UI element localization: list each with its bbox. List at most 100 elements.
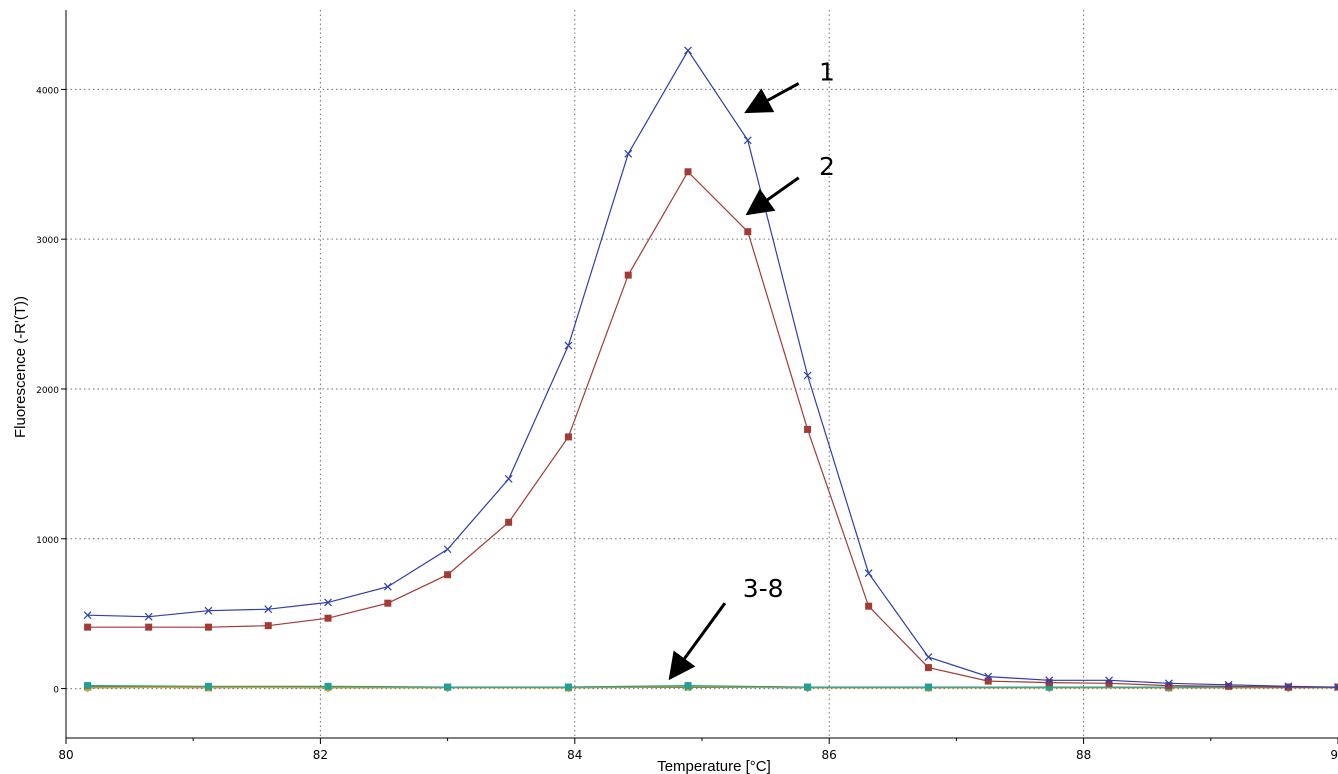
x-tick-label: 82 [313,748,328,762]
data-point [804,683,812,691]
data-point [564,433,572,441]
y-tick-label: 0 [53,686,59,696]
y-tick-label: 2000 [36,386,59,396]
y-tick-label: 3000 [36,236,59,246]
data-point [684,46,692,55]
data-point [864,569,873,578]
data-point [1334,683,1338,691]
data-point [144,612,153,621]
series-line [87,49,1338,688]
data-point-stroke [984,672,993,681]
annotation-arrow [745,176,800,216]
data-point [924,683,932,691]
data-point-stroke [684,46,692,55]
x-tick-label: 90 [1330,748,1338,762]
data-point [684,168,692,176]
data-point [204,623,212,631]
data-point [984,677,992,685]
data-point [145,623,153,631]
data-point-stroke [1334,686,1338,691]
series-line [87,684,1338,688]
data-series [83,46,1338,693]
series-line [87,170,1338,688]
data-point [684,682,692,690]
data-point-stroke [1045,676,1054,685]
data-point [204,606,213,615]
data-point [803,371,812,380]
data-point [383,582,392,591]
data-point [505,518,513,526]
data-point [564,683,572,691]
data-point [984,672,993,681]
data-point [1225,682,1233,690]
data-point [1045,679,1053,687]
data-point [1224,680,1233,689]
data-point-stroke [564,341,573,350]
data-point [743,136,752,145]
data-point-stroke [1164,679,1173,688]
x-tick-label: 84 [567,748,582,762]
data-point-stroke [504,474,513,483]
data-point-stroke [144,612,153,621]
data-point-stroke [383,582,392,591]
data-point [1164,679,1173,688]
data-point [324,614,332,622]
data-point-stroke [1224,680,1233,689]
data-point [204,682,212,690]
data-point-stroke [1284,682,1293,691]
data-point-stroke [264,605,273,614]
data-point [384,599,392,607]
data-point-stroke [324,598,332,607]
data-point [84,682,92,690]
x-tick-label: 86 [822,748,837,762]
data-point [324,682,332,690]
data-point [744,228,752,236]
annotation-arrow [744,82,800,114]
data-point-stroke [924,653,933,662]
data-point [84,623,92,631]
data-point-stroke [83,611,92,620]
data-point [1284,682,1293,691]
data-point [564,341,573,350]
data-point [1165,682,1173,690]
data-point [504,474,513,483]
data-point [1045,683,1053,691]
y-tick-label: 4000 [36,86,59,96]
y-axis-title: Fluorescence (-R'(T)) [12,296,29,438]
annotation-label: 3-8 [743,574,784,603]
data-point-stroke [743,136,752,145]
data-point [624,149,633,158]
data-point [443,545,452,554]
data-point-stroke [1334,683,1338,688]
data-point [264,605,273,614]
data-point [83,611,92,620]
data-point [804,425,812,433]
annotations: 1 2 3-8 [668,57,835,681]
annotation-arrow [668,602,727,681]
data-point-stroke [803,371,812,380]
data-point [1105,679,1113,687]
data-point-stroke [864,569,873,578]
data-point-stroke [624,149,633,158]
annotation-label: 2 [819,152,835,181]
data-point-stroke [1105,676,1113,685]
data-point [264,622,272,630]
data-point [624,271,632,279]
series-line [87,685,1338,689]
grid-lines [66,10,1338,738]
y-tick-label: 1000 [36,536,59,546]
data-point [865,602,873,610]
axes: 80 82 84 86 88 90 0 1000 2000 3000 4000 [36,10,1338,762]
data-point [444,683,452,691]
data-point [444,571,452,579]
data-point [924,653,933,662]
x-tick-label: 80 [58,748,73,762]
annotation-label: 1 [819,57,835,86]
data-point [1045,676,1054,685]
x-axis-title: Temperature [°C] [657,758,771,774]
data-point-stroke [204,606,213,615]
x-tick-label: 88 [1076,748,1091,762]
data-point [924,664,932,672]
data-point [324,598,332,607]
